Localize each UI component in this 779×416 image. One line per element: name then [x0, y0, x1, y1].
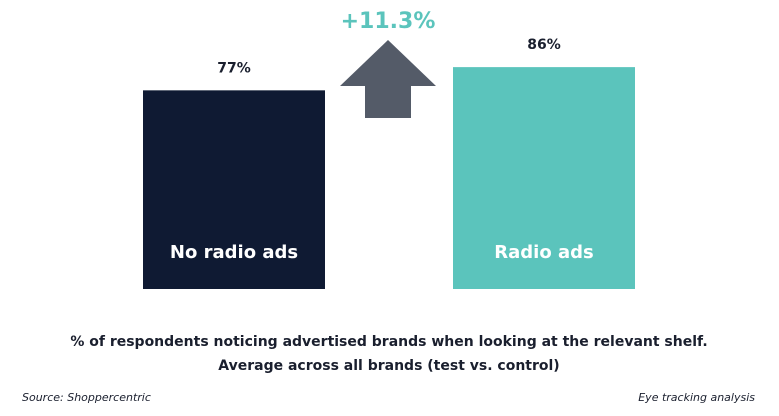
value-label: 77%	[217, 60, 251, 76]
bar	[453, 67, 635, 290]
caption: % of respondents noticing advertised bra…	[70, 334, 707, 350]
caption: Average across all brands (test vs. cont…	[218, 358, 559, 374]
category-label: Radio ads	[494, 242, 593, 263]
annotation: +11.3%	[341, 9, 436, 34]
note: Eye tracking analysis	[638, 391, 755, 404]
source: Source: Shoppercentric	[22, 391, 151, 404]
category-label: No radio ads	[170, 242, 298, 263]
value-label: 86%	[527, 37, 561, 53]
increase-arrow	[340, 40, 436, 118]
bar	[143, 90, 325, 289]
